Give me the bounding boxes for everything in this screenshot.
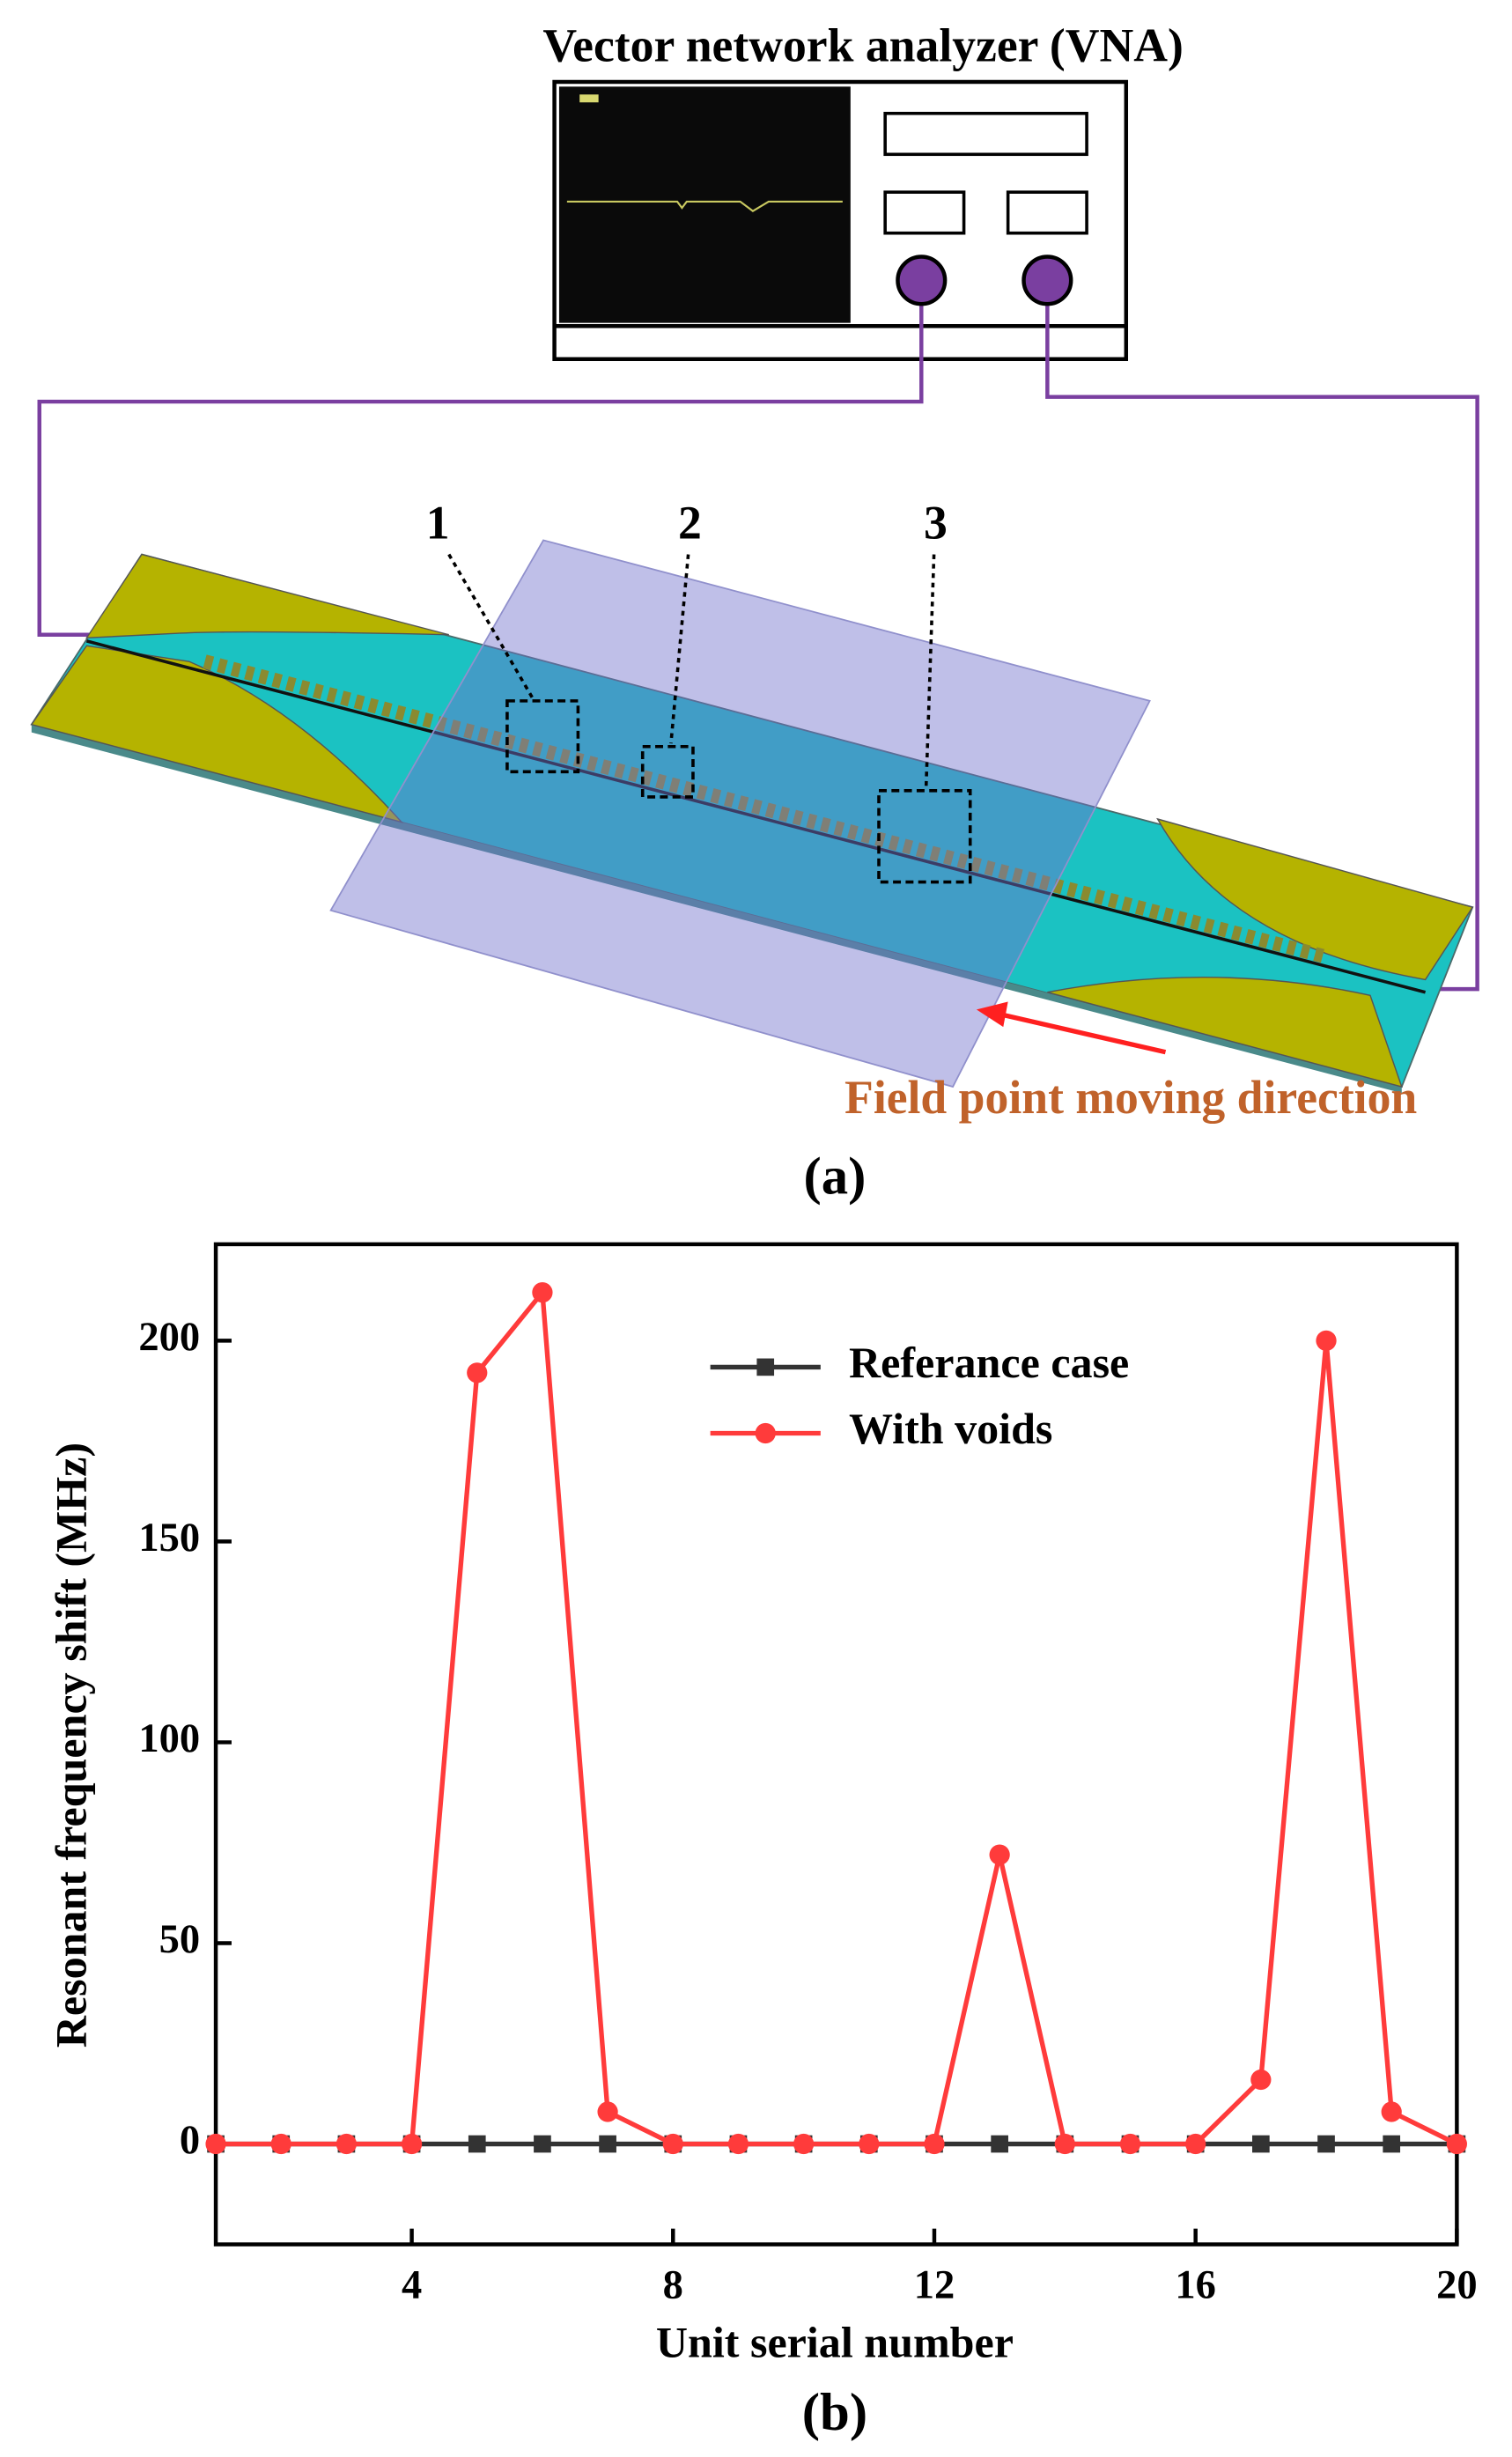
pointer — [669, 554, 690, 744]
data-point — [1316, 1330, 1337, 1351]
caption: (b) — [802, 2383, 867, 2442]
data-point — [1119, 2133, 1141, 2155]
data-point — [1446, 2133, 1467, 2155]
x-tick-label: 4 — [402, 2262, 422, 2307]
void-box — [640, 744, 695, 799]
data-point — [205, 2133, 226, 2155]
y-tick-label: 200 — [138, 1315, 200, 1360]
microstrip — [85, 639, 1427, 994]
x-tick-label: 8 — [663, 2262, 683, 2307]
chart: Unit serial number Resonant frequency sh… — [46, 1242, 1478, 2442]
data-point — [1317, 2135, 1335, 2153]
data-point — [1250, 2069, 1272, 2091]
series-line — [216, 1286, 1458, 2147]
data-point — [991, 2135, 1008, 2153]
y-tick-label: 0 — [180, 2118, 200, 2163]
legend-marker — [756, 1358, 775, 1376]
ground-pad — [1047, 977, 1403, 1088]
port — [896, 255, 948, 306]
substrate-edge — [31, 724, 1402, 1094]
void-box — [877, 789, 972, 884]
x-axis-label: Unit serial number — [656, 2317, 1014, 2366]
ground-pad — [85, 553, 449, 639]
ground-pad — [30, 645, 404, 823]
data-point — [599, 2135, 616, 2153]
void-label: 2 — [678, 496, 702, 549]
plot-frame — [213, 1242, 1459, 2247]
x-tick-label: 12 — [914, 2262, 955, 2307]
data-point — [924, 2133, 945, 2155]
port — [1022, 255, 1073, 306]
void-label: 1 — [426, 496, 450, 549]
data-point — [1383, 2135, 1401, 2153]
vna-trace — [566, 200, 843, 212]
data-point — [1185, 2133, 1206, 2155]
ground-pad — [1156, 817, 1474, 981]
y-tick-label: 150 — [138, 1516, 200, 1561]
y-axis-label: Resonant frequency shift (MHz) — [46, 1442, 95, 2048]
data-point — [336, 2133, 358, 2155]
y-tick-label: 100 — [138, 1716, 200, 1761]
cable — [1045, 304, 1479, 992]
cable — [37, 304, 924, 637]
vna-button — [1006, 190, 1088, 235]
diagram: Vector network analyzer (VNA) 1 2 3 Fie — [30, 19, 1479, 1206]
x-tick-label: 16 — [1175, 2262, 1216, 2307]
data-point — [1252, 2135, 1270, 2153]
pointer — [924, 554, 936, 788]
data-point — [401, 2133, 423, 2155]
data-point — [467, 1362, 488, 1383]
caption: (a) — [803, 1147, 866, 1206]
vna-screen — [558, 86, 851, 323]
direction-arrowhead — [976, 1001, 1008, 1028]
data-point — [1054, 2133, 1075, 2155]
vna-indicator — [579, 94, 599, 103]
data-point — [468, 2135, 486, 2153]
direction-arrow — [999, 1012, 1167, 1055]
x-tick-label: 20 — [1436, 2262, 1478, 2307]
data-point — [534, 2135, 551, 2153]
legend-label: With voids — [849, 1404, 1052, 1453]
data-point — [597, 2101, 618, 2122]
data-point — [727, 2133, 749, 2155]
arrow-label: Field point moving direction — [845, 1071, 1417, 1124]
vna-title: Vector network analyzer (VNA) — [542, 19, 1183, 72]
void-box — [505, 699, 580, 774]
data-point — [532, 1281, 553, 1303]
data-point — [793, 2133, 815, 2155]
data-point — [662, 2133, 683, 2155]
legend-label: Referance case — [849, 1338, 1129, 1387]
legend-marker — [755, 1422, 776, 1444]
data-point — [989, 1844, 1010, 1865]
data-point — [859, 2133, 880, 2155]
data-point — [1381, 2101, 1402, 2122]
sensor-plate — [329, 539, 1151, 1088]
y-tick-label: 50 — [159, 1917, 201, 1962]
void-label: 3 — [924, 496, 948, 549]
data-point — [270, 2133, 291, 2155]
vna-button — [883, 190, 966, 235]
vna-display — [883, 111, 1088, 157]
